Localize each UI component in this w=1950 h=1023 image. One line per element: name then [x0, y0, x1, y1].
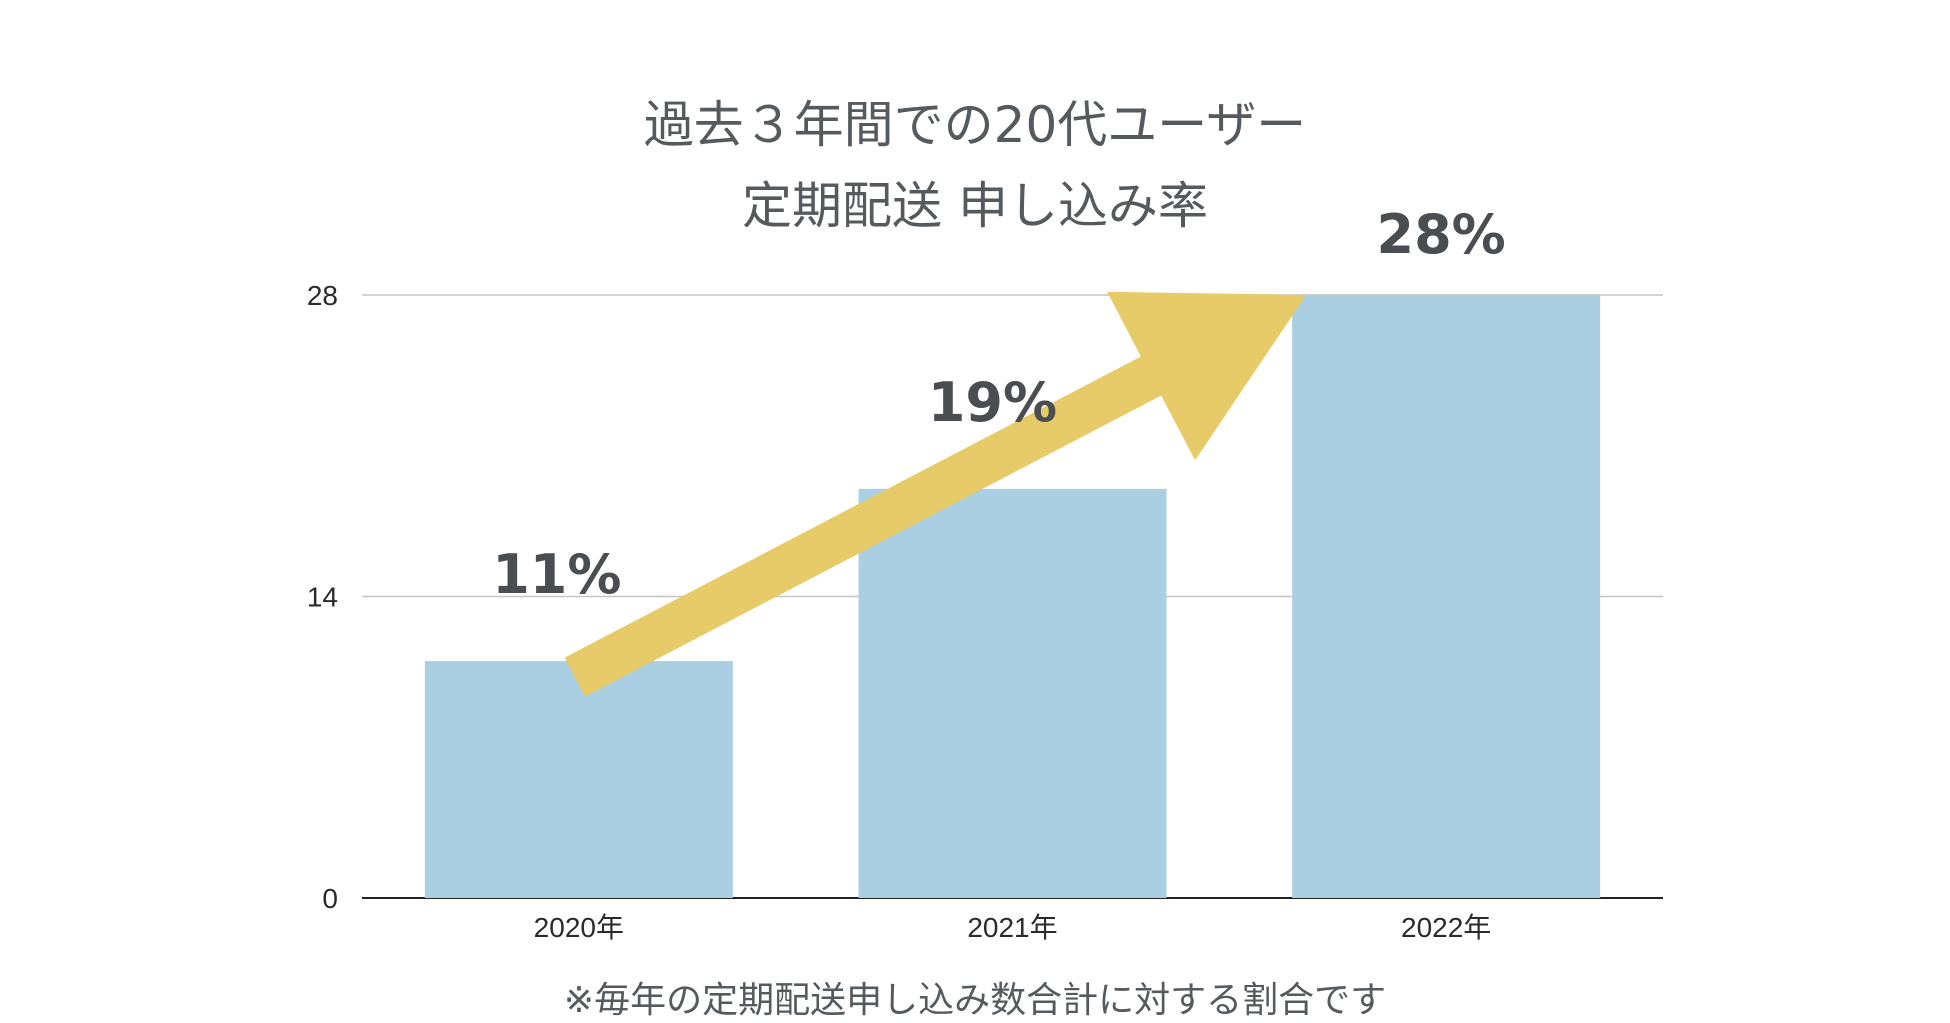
data-label: 28% — [1377, 203, 1506, 266]
bar — [1292, 295, 1601, 898]
chart-subtitle: 定期配送 申し込み率 — [742, 177, 1208, 235]
data-label: 19% — [928, 371, 1057, 434]
data-labels: 11% 19% 28% — [492, 203, 1506, 606]
bar — [424, 661, 733, 898]
trend-arrow-group — [564, 291, 1307, 697]
x-tick-label: 2020年 — [534, 912, 624, 943]
y-axis-ticks: 0 14 28 — [307, 280, 338, 914]
x-tick-label: 2021年 — [967, 912, 1057, 943]
chart-title: 過去３年間での20代ユーザー — [644, 96, 1307, 154]
y-tick-label: 28 — [307, 280, 338, 311]
trend-arrow — [564, 291, 1307, 697]
y-tick-label: 0 — [322, 883, 338, 914]
bars — [424, 295, 1601, 898]
y-tick-label: 14 — [307, 582, 338, 613]
x-axis-ticks: 2020年 2021年 2022年 — [534, 912, 1492, 943]
x-tick-label: 2022年 — [1401, 912, 1491, 943]
footnote: ※毎年の定期配送申し込み数合計に対する割合です — [564, 980, 1386, 1021]
bar — [858, 488, 1167, 898]
data-label: 11% — [492, 543, 621, 606]
